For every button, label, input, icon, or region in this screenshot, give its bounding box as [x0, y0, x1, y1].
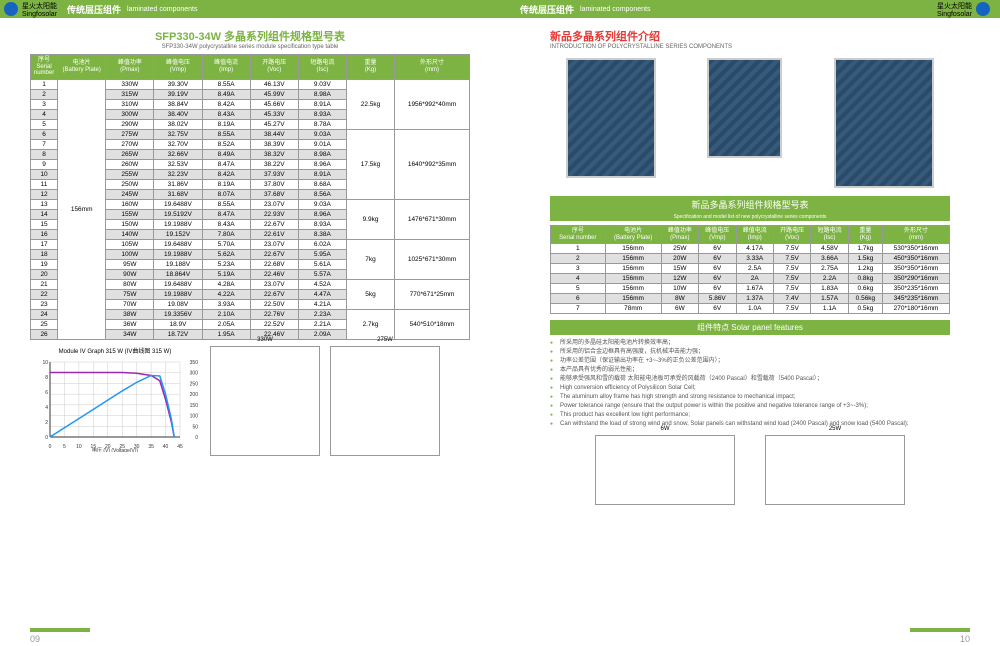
svg-text:8: 8	[45, 375, 48, 381]
page-left: 星火太阳能Singfosolar 传统层压组件 laminated compon…	[0, 0, 500, 646]
header-title-cn: 传统层压组件	[67, 3, 121, 16]
svg-text:0: 0	[195, 435, 198, 441]
right-diagrams: 6W 25W	[530, 435, 970, 505]
col-header: 电池片(Battery Plate)	[605, 226, 661, 244]
left-spec-table: 序号Serial number电池片(Battery Plate)峰值功率(Pm…	[30, 54, 470, 340]
col-header: 峰值功率(Pmax)	[661, 226, 698, 244]
logo-icon-r	[976, 2, 990, 16]
iv-chart-svg: 0510152025303540450501001502002503003500…	[30, 357, 200, 452]
feature-item: Power tolerance range (ensure that the o…	[550, 402, 950, 411]
col-header: 开路电压(Voc)	[250, 55, 298, 80]
svg-text:50: 50	[192, 424, 198, 430]
col-header: 开路电压(Voc)	[773, 226, 810, 244]
svg-text:250: 250	[190, 381, 199, 387]
svg-text:350: 350	[190, 360, 199, 366]
table-row: 778mm6W6V1.0A7.5V1.1A0.5kg270*180*16mm	[551, 304, 950, 314]
panel-3	[834, 58, 934, 188]
col-header: 外形尺寸(mm)	[395, 55, 470, 80]
panel-1	[566, 58, 656, 178]
left-title-cn: SFP330-34W 多晶系列组件规格型号表	[0, 28, 500, 44]
header-bar-left: 星火太阳能Singfosolar 传统层压组件 laminated compon…	[0, 0, 500, 18]
header-title-en: laminated components	[127, 6, 197, 13]
page-num-left: 09	[30, 634, 40, 644]
col-header: 峰值电压(Vmp)	[699, 226, 736, 244]
bottom-row: Module IV Graph 315 W (IV曲线图 315 W) 0 5 10…	[30, 346, 470, 456]
col-header: 电池片(Battery Plate)	[58, 55, 106, 80]
svg-text:100: 100	[190, 413, 199, 419]
right-title-en: INTRODUCTION OF POLYCRYSTALLINE SERIES C…	[550, 44, 1000, 50]
logo-icon	[4, 2, 18, 16]
table-row: 6156mm8W5.86V1.37A7.4V1.57A0.56kg345*235…	[551, 294, 950, 304]
svg-text:150: 150	[190, 403, 199, 409]
right-title: 新品多晶系列组件介绍 INTRODUCTION OF POLYCRYSTALLI…	[550, 28, 1000, 50]
header-title-cn-r: 传统层压组件	[520, 3, 574, 16]
col-header: 短路电流(Isc)	[298, 55, 346, 80]
chart-title: Module IV Graph 315 W (IV曲线图 315 W)	[30, 346, 200, 355]
page-num-right: 10	[960, 634, 970, 644]
diagram-25w: 25W	[765, 435, 905, 505]
footer-stripe	[30, 628, 90, 632]
right-title-cn: 新品多晶系列组件介绍	[550, 28, 1000, 44]
svg-text:6: 6	[45, 390, 48, 396]
feature-item: This product has excellent low light per…	[550, 411, 950, 420]
svg-text:10: 10	[42, 360, 48, 366]
right-spec-table: 序号Serial number电池片(Battery Plate)峰值功率(Pm…	[550, 225, 950, 314]
table-row: 4156mm12W6V2A7.5V2.2A0.8kg350*290*16mm	[551, 274, 950, 284]
feature-item: The aluminum alloy frame has high streng…	[550, 393, 950, 402]
svg-text:45: 45	[177, 444, 183, 450]
feature-item: 功率公差范围（保证输出功率在 +3~-3%的正负公差范围内）；	[550, 357, 950, 366]
svg-text:35: 35	[148, 444, 154, 450]
diagram-6w: 6W	[595, 435, 735, 505]
left-title-en: SFP330-34W polycrystalline series module…	[0, 44, 500, 50]
col-header: 序号Serial number	[551, 226, 606, 244]
table-row: 5156mm10W6V1.67A7.5V1.83A0.6kg350*235*16…	[551, 284, 950, 294]
col-header: 外形尺寸(mm)	[883, 226, 950, 244]
svg-text:0: 0	[45, 435, 48, 441]
svg-text:5: 5	[63, 444, 66, 450]
panel-images	[540, 58, 960, 188]
header-title-en-r: laminated components	[580, 6, 650, 13]
diagram-330w: 330W	[210, 346, 320, 456]
page-right: 传统层压组件 laminated components 星火太阳能Singfos…	[500, 0, 1000, 646]
table-row: 1156mm330W39.30V8.55A46.13V9.03V22.5kg19…	[31, 79, 470, 89]
col-header: 重量(Kg)	[848, 226, 882, 244]
panel-2	[707, 58, 782, 158]
diagram-275w: 275W	[330, 346, 440, 456]
table-row: 1156mm25W6V4.17A7.5V4.58V1.7kg530*350*16…	[551, 244, 950, 254]
logo-text-r: 星火太阳能Singfosolar	[937, 1, 972, 18]
features-title: 组件特点 Solar panel features	[550, 320, 950, 335]
col-header: 峰值功率(Pmax)	[106, 55, 154, 80]
left-title: SFP330-34W 多晶系列组件规格型号表 SFP330-34W polycr…	[0, 28, 500, 50]
svg-text:40: 40	[163, 444, 169, 450]
col-header: 序号Serial number	[31, 55, 58, 80]
header-bar-right: 传统层压组件 laminated components 星火太阳能Singfos…	[500, 0, 1000, 18]
svg-text:10: 10	[76, 444, 82, 450]
col-header: 峰值电压(Vmp)	[154, 55, 202, 80]
feature-item: 所采用的多晶硅太阳能电池片转换效率高；	[550, 339, 950, 348]
table-row: 2156mm20W6V3.33A7.5V3.66A1.5kg450*350*16…	[551, 254, 950, 264]
iv-chart: Module IV Graph 315 W (IV曲线图 315 W) 0 5 10…	[30, 346, 200, 456]
col-header: 峰值电流(Imp)	[736, 226, 773, 244]
svg-text:电压 (V) (Voltage(V)): 电压 (V) (Voltage(V))	[92, 447, 138, 452]
feature-item: 本产品具有优秀的弱光性能；	[550, 366, 950, 375]
right-table-title: 新品多晶系列组件规格型号表	[550, 196, 950, 213]
svg-text:200: 200	[190, 392, 199, 398]
feature-item: High conversion efficiency of Polysilico…	[550, 384, 950, 393]
col-header: 重量(Kg)	[346, 55, 394, 80]
svg-text:4: 4	[45, 405, 48, 411]
features-list: 所采用的多晶硅太阳能电池片转换效率高；所采用的铝合金边框具有高强度，抗机械冲击能…	[550, 339, 950, 429]
right-table-sub: Specification and model list of new poly…	[550, 213, 950, 221]
svg-text:2: 2	[45, 420, 48, 426]
svg-text:0: 0	[49, 444, 52, 450]
feature-item: 所采用的铝合金边框具有高强度，抗机械冲击能力强；	[550, 348, 950, 357]
col-header: 短路电流(Isc)	[811, 226, 848, 244]
col-header: 峰值电流(Imp)	[202, 55, 250, 80]
svg-text:300: 300	[190, 370, 199, 376]
feature-item: 能够承受强风和雪的载荷 太阳能电池板可承受的风载荷（2400 Pascal）和雪…	[550, 375, 950, 384]
logo-text: 星火太阳能Singfosolar	[22, 1, 57, 18]
table-row: 3156mm15W6V2.5A7.5V2.75A1.2kg350*350*16m…	[551, 264, 950, 274]
footer-stripe-r	[910, 628, 970, 632]
